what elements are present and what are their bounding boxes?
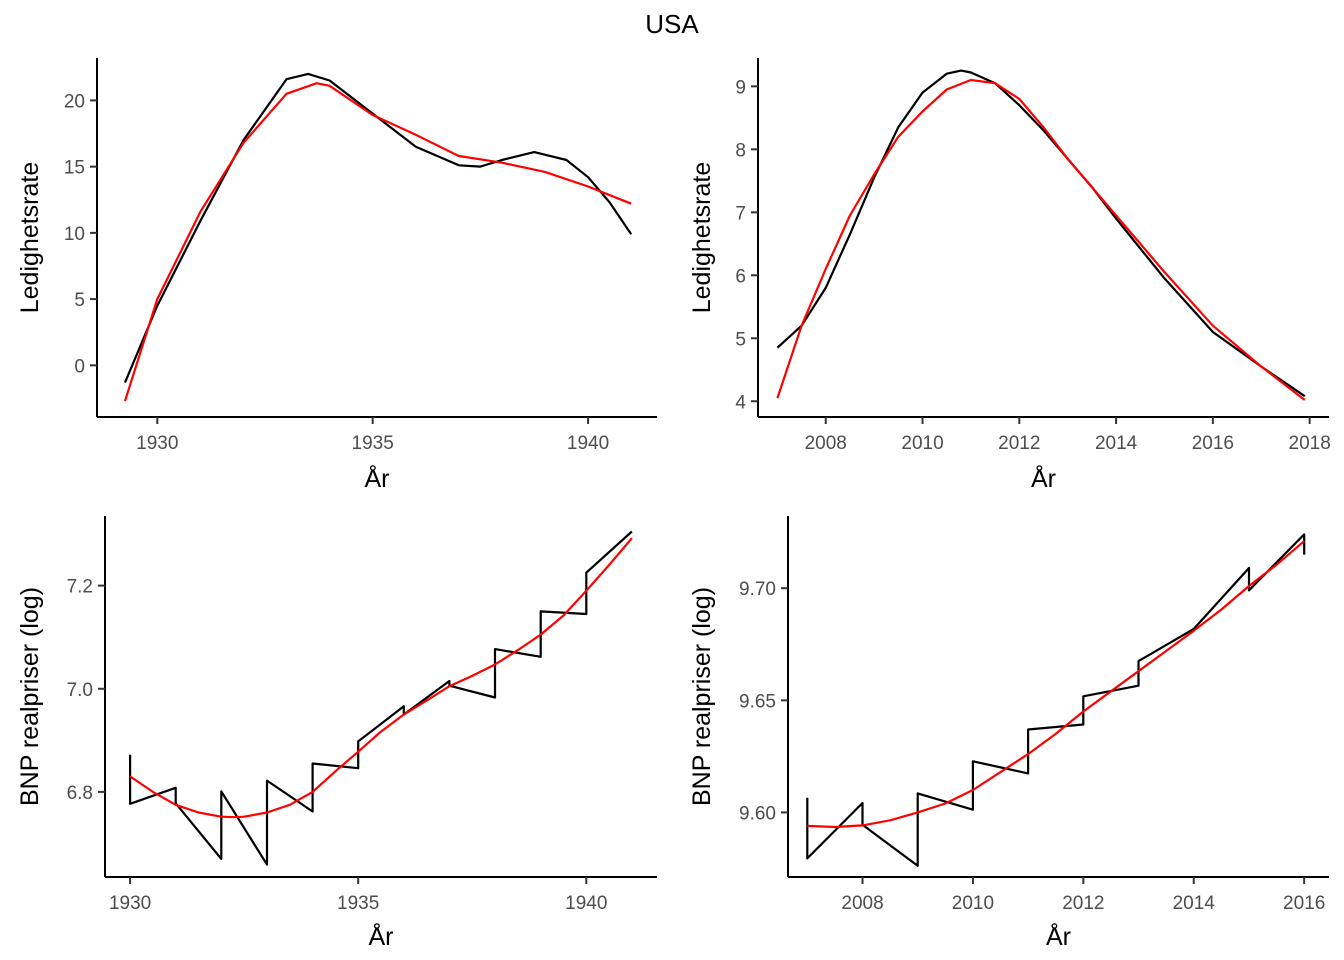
y-tick-label: 8 [735, 140, 746, 161]
series-line-trend [123, 82, 632, 402]
y-axis-title: BNP realpriser (log) [16, 587, 44, 806]
series-line-observed [123, 72, 633, 384]
y-tick-label: 5 [735, 329, 746, 350]
y-tick-label: 7.0 [67, 680, 93, 701]
x-tick-label: 1930 [136, 433, 178, 454]
series-line-observed [806, 533, 1306, 867]
panel-bottom-left-gdp-1930s: 1930 1935 1940 6.8 7.0 7.2 År BNP realpriser (l… [16, 516, 657, 951]
x-axis-title: År [1031, 463, 1056, 493]
panel-top-left-unemployment-1930s: 1930 1935 1940 0 5 10 15 20 År Ledighetsrate [16, 58, 657, 493]
x-tick-label: 1935 [352, 433, 394, 454]
y-tick-label: 6 [735, 266, 746, 287]
x-axis-title: År [365, 463, 390, 493]
x-tick-label: 2014 [1095, 433, 1138, 454]
series-line-trend [807, 540, 1305, 829]
y-tick-label: 20 [64, 91, 85, 112]
y-tick-label: 7.2 [67, 577, 93, 598]
series-line-observed [776, 69, 1306, 398]
y-tick-label: 4 [735, 392, 746, 413]
series-line-observed [129, 530, 633, 866]
x-tick-label: 2018 [1289, 433, 1331, 454]
y-tick-label: 15 [64, 158, 85, 179]
x-tick-label: 2012 [1062, 893, 1104, 914]
x-tick-label: 2008 [805, 433, 847, 454]
x-tick-label: 2016 [1192, 433, 1234, 454]
y-tick-label: 6.8 [67, 783, 93, 804]
figure-title: USA [645, 9, 699, 39]
x-tick-label: 1935 [337, 893, 379, 914]
x-tick-label: 2010 [901, 433, 943, 454]
y-tick-label: 7 [735, 203, 746, 224]
series-line-trend [129, 537, 633, 819]
x-tick-label: 2014 [1173, 893, 1216, 914]
x-tick-label: 1930 [109, 893, 151, 914]
y-axis-title: Ledighetsrate [16, 162, 44, 314]
y-tick-label: 9.65 [739, 691, 776, 712]
y-axis-title: Ledighetsrate [688, 162, 716, 314]
y-tick-label: 0 [74, 356, 85, 377]
y-axis-title: BNP realpriser (log) [688, 587, 716, 806]
x-tick-label: 2008 [841, 893, 883, 914]
x-axis-title: År [1046, 921, 1071, 951]
y-tick-label: 9.60 [739, 803, 776, 824]
panel-top-right-unemployment-2008: 2008 2010 2012 2014 2016 2018 4 5 6 7 8 9 År Ledighet… [688, 58, 1331, 493]
x-tick-label: 1940 [567, 433, 609, 454]
x-tick-label: 2012 [998, 433, 1040, 454]
panel-bottom-right-gdp-2008: 2008 2010 2012 2014 2016 9.60 9.65 9.70 År BNP re… [688, 516, 1329, 951]
x-tick-label: 1940 [565, 893, 607, 914]
x-tick-label: 2010 [952, 893, 994, 914]
x-axis-title: År [369, 921, 394, 951]
y-tick-label: 10 [64, 224, 85, 245]
y-tick-label: 9.70 [739, 579, 776, 600]
y-tick-label: 5 [74, 290, 85, 311]
y-tick-label: 9 [735, 77, 746, 98]
series-line-trend [776, 78, 1306, 401]
x-tick-label: 2016 [1283, 893, 1325, 914]
